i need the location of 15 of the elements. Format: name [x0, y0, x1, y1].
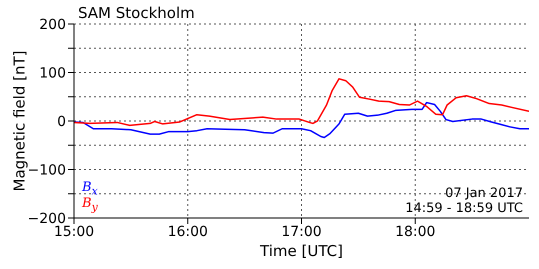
x-axis-title: Time [UTC] [259, 242, 343, 260]
legend: B$_{x}$ B$_{y}$ [82, 180, 98, 214]
chart-title: SAM Stockholm [78, 4, 195, 22]
x-tick-label: 18:00 [395, 224, 436, 240]
y-axis-title: Magnetic field [nT] [10, 50, 28, 192]
line-series [74, 78, 529, 126]
line-series [74, 102, 529, 138]
y-tick-label: 100 [39, 65, 66, 82]
x-tick-label: 16:00 [168, 224, 208, 240]
annotation: 07 Jan 2017 [444, 186, 523, 201]
y-tick-label: 200 [39, 16, 66, 33]
y-tick-label: 0 [57, 114, 66, 130]
annotation: 14:59 - 18:59 UTC [405, 201, 523, 216]
x-tick-label: 17:00 [281, 224, 322, 240]
y-tick-label: −100 [28, 162, 66, 178]
